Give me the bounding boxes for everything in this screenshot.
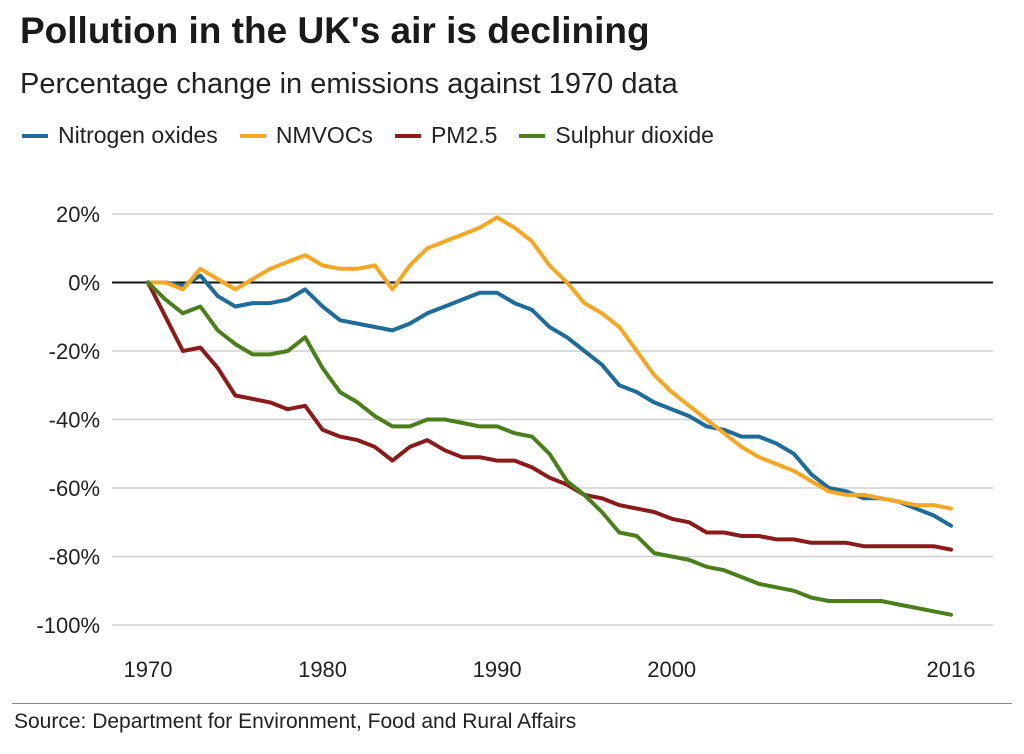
x-axis-tick-labels: 1970 1980 1990 2000 2016 xyxy=(124,657,976,682)
legend-swatch xyxy=(22,133,48,138)
y-tick-label: -40% xyxy=(49,408,100,433)
y-axis-tick-labels: 20% 0% -20% -40% -60% -80% -100% xyxy=(36,202,100,638)
footer-divider xyxy=(12,703,1012,704)
x-tick-label: 2016 xyxy=(927,657,976,682)
legend-swatch xyxy=(519,133,546,138)
chart-title: Pollution in the UK's air is declining xyxy=(20,10,650,51)
legend-label: PM2.5 xyxy=(430,122,498,148)
series-line-pm2-5 xyxy=(146,280,953,552)
gridlines xyxy=(112,213,993,626)
x-tick-label: 2000 xyxy=(647,657,696,682)
x-tick-label: 1980 xyxy=(298,657,347,682)
source-note: Source: Department for Environment, Food… xyxy=(14,710,577,733)
legend-label: Sulphur dioxide xyxy=(555,122,714,148)
y-tick-label: -100% xyxy=(36,613,100,638)
series-line-nmvocs xyxy=(146,215,953,511)
series-line-nitrogen-oxides xyxy=(146,273,953,528)
legend-swatch xyxy=(394,133,421,138)
legend-item-nitrogen-oxides: Nitrogen oxides xyxy=(22,122,218,149)
series-line-sulphur-dioxide xyxy=(146,280,953,617)
legend-label: Nitrogen oxides xyxy=(58,122,218,148)
legend: Nitrogen oxides NMVOCs PM2.5 Sulphur dio… xyxy=(22,122,736,149)
x-tick-label: 1990 xyxy=(473,657,522,682)
line-chart: 20% 0% -20% -40% -60% -80% -100% 1970 1980 1990 2… xyxy=(36,202,993,682)
legend-swatch xyxy=(239,133,266,138)
chart-subtitle: Percentage change in emissions against 1… xyxy=(20,68,678,100)
y-tick-label: -20% xyxy=(49,339,100,364)
legend-item-sulphur-dioxide: Sulphur dioxide xyxy=(519,122,714,149)
y-tick-label: -60% xyxy=(49,476,100,501)
y-tick-label: -80% xyxy=(49,545,100,570)
legend-item-pm25: PM2.5 xyxy=(394,122,498,149)
legend-label: NMVOCs xyxy=(275,122,373,148)
series-lines xyxy=(146,215,953,617)
y-tick-label: 0% xyxy=(68,271,100,296)
legend-item-nmvocs: NMVOCs xyxy=(239,122,373,149)
x-tick-label: 1970 xyxy=(124,657,173,682)
y-tick-label: 20% xyxy=(56,202,100,227)
